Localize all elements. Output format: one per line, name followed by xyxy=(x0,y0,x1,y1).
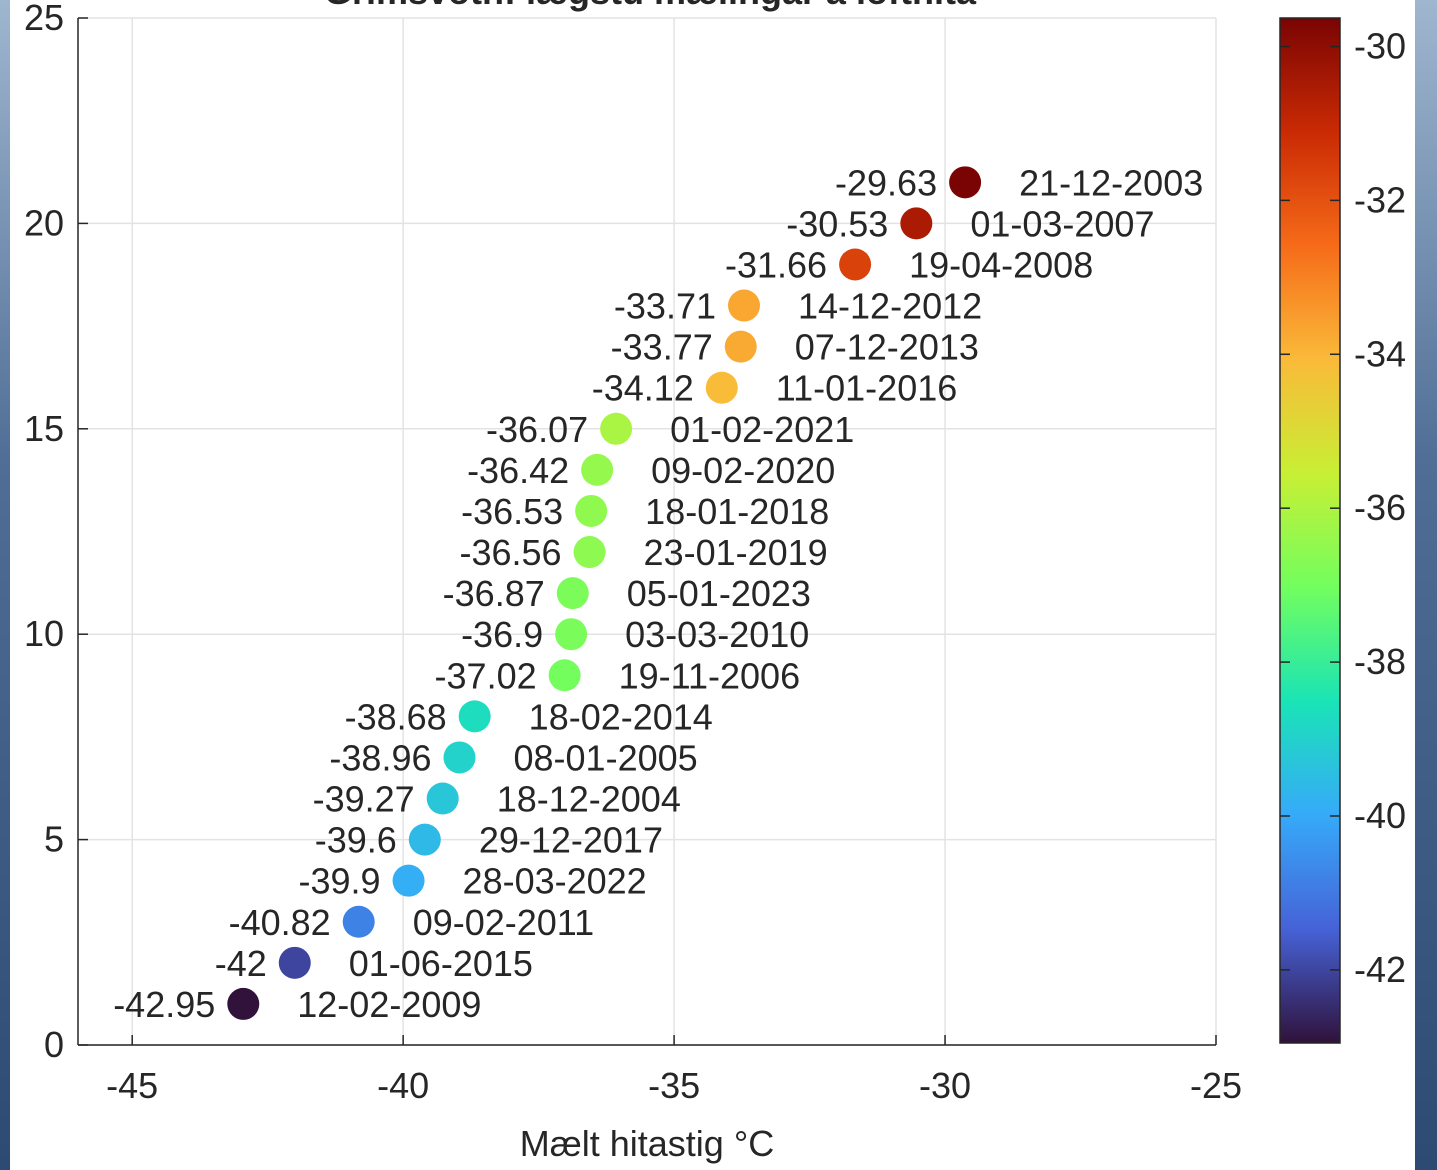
value-label: -36.87 xyxy=(443,573,545,614)
value-label: -39.9 xyxy=(298,861,380,902)
value-label: -31.66 xyxy=(725,244,827,285)
date-label: 18-01-2018 xyxy=(645,491,829,532)
date-label: 05-01-2023 xyxy=(627,573,811,614)
date-label: 01-03-2007 xyxy=(970,203,1154,244)
scatter-point xyxy=(549,659,581,691)
scatter-point xyxy=(949,166,981,198)
scatter-point xyxy=(555,618,587,650)
date-label: 23-01-2019 xyxy=(644,532,828,573)
page: {"chart_data": {"type": "scatter", "titl… xyxy=(0,0,1437,1170)
scatter-point xyxy=(557,577,589,609)
x-axis-label: Mælt hitastig °C xyxy=(520,1123,774,1164)
value-label: -39.27 xyxy=(313,779,415,820)
x-tick-label: -30 xyxy=(919,1065,971,1106)
value-label: -38.96 xyxy=(329,737,431,778)
scatter-point xyxy=(227,988,259,1020)
x-tick-label: -25 xyxy=(1190,1065,1242,1106)
value-label: -38.68 xyxy=(345,696,447,737)
scatter-point xyxy=(427,783,459,815)
date-label: 19-11-2006 xyxy=(619,655,800,696)
date-label: 12-02-2009 xyxy=(297,984,481,1025)
date-label: 09-02-2011 xyxy=(413,902,594,943)
y-tick-label: 25 xyxy=(24,0,64,38)
colorbar-tick-label: -32 xyxy=(1354,179,1406,220)
x-tick-label: -35 xyxy=(648,1065,700,1106)
date-label: 14-12-2012 xyxy=(798,286,982,327)
value-label: -36.53 xyxy=(461,491,563,532)
value-label: -29.63 xyxy=(835,162,937,203)
value-label: -36.42 xyxy=(467,450,569,491)
date-label: 11-01-2016 xyxy=(776,368,957,409)
colorbar-tick-label: -30 xyxy=(1354,25,1406,66)
colorbar-tick-label: -36 xyxy=(1354,487,1406,528)
date-label: 28-03-2022 xyxy=(463,861,647,902)
date-label: 08-01-2005 xyxy=(514,737,698,778)
x-tick-label: -40 xyxy=(377,1065,429,1106)
scatter-point xyxy=(409,824,441,856)
scatter-point xyxy=(839,248,871,280)
value-label: -33.71 xyxy=(614,286,716,327)
scatter-point xyxy=(574,536,606,568)
scatter-point xyxy=(459,700,491,732)
date-label: 01-02-2021 xyxy=(670,409,854,450)
value-label: -37.02 xyxy=(435,655,537,696)
value-label: -36.07 xyxy=(486,409,588,450)
scatter-point xyxy=(393,865,425,897)
x-tick-label: -45 xyxy=(106,1065,158,1106)
value-label: -34.12 xyxy=(592,368,694,409)
y-tick-label: 20 xyxy=(24,202,64,243)
date-label: 09-02-2020 xyxy=(651,450,835,491)
scatter-point xyxy=(600,413,632,445)
date-label: 18-12-2004 xyxy=(497,779,681,820)
chart: Grímsvötn: lægstu mælingar á lofthita Mæ… xyxy=(0,0,1437,1170)
date-label: 29-12-2017 xyxy=(479,820,663,861)
date-label: 21-12-2003 xyxy=(1019,162,1203,203)
scatter-point xyxy=(581,454,613,486)
colorbar-tick-label: -38 xyxy=(1354,641,1406,682)
colorbar xyxy=(1280,18,1340,1043)
date-label: 01-06-2015 xyxy=(349,943,533,984)
colorbar-tick-label: -40 xyxy=(1354,795,1406,836)
scatter-point xyxy=(706,372,738,404)
scatter-point xyxy=(728,290,760,322)
date-label: 07-12-2013 xyxy=(795,327,979,368)
date-label: 19-04-2008 xyxy=(909,244,1093,285)
date-label: 03-03-2010 xyxy=(625,614,809,655)
scatter-point xyxy=(444,741,476,773)
value-label: -42 xyxy=(215,943,267,984)
y-tick-label: 5 xyxy=(44,819,64,860)
scatter-point xyxy=(575,495,607,527)
y-tick-label: 10 xyxy=(24,613,64,654)
value-label: -30.53 xyxy=(786,203,888,244)
y-tick-label: 15 xyxy=(24,408,64,449)
scatter-point xyxy=(900,207,932,239)
value-label: -36.9 xyxy=(461,614,543,655)
date-label: 18-02-2014 xyxy=(529,696,713,737)
value-label: -40.82 xyxy=(229,902,331,943)
colorbar-tick-label: -42 xyxy=(1354,949,1406,990)
colorbar-tick-label: -34 xyxy=(1354,333,1406,374)
value-label: -42.95 xyxy=(113,984,215,1025)
value-label: -36.56 xyxy=(459,532,561,573)
value-label: -33.77 xyxy=(611,327,713,368)
scatter-point xyxy=(279,947,311,979)
y-tick-label: 0 xyxy=(44,1024,64,1065)
value-label: -39.6 xyxy=(315,820,397,861)
scatter-point xyxy=(725,331,757,363)
scatter-point xyxy=(343,906,375,938)
chart-title: Grímsvötn: lægstu mælingar á lofthita xyxy=(324,0,977,12)
